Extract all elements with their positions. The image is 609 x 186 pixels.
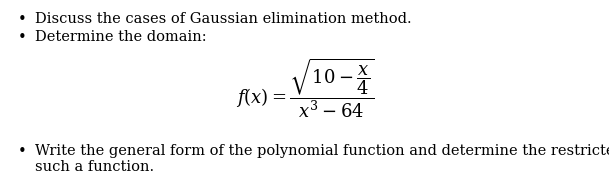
- Text: •: •: [18, 30, 27, 45]
- Text: •: •: [18, 12, 27, 27]
- Text: $f(x) = \dfrac{\sqrt{10 - \dfrac{x}{4}}}{x^3 - 64}$: $f(x) = \dfrac{\sqrt{10 - \dfrac{x}{4}}}…: [236, 56, 375, 120]
- Text: Discuss the cases of Gaussian elimination method.: Discuss the cases of Gaussian eliminatio…: [35, 12, 412, 26]
- Text: •: •: [18, 144, 27, 159]
- Text: Write the general form of the polynomial function and determine the restricted d: Write the general form of the polynomial…: [35, 144, 609, 158]
- Text: such a function.: such a function.: [35, 160, 154, 174]
- Text: Determine the domain:: Determine the domain:: [35, 30, 206, 44]
